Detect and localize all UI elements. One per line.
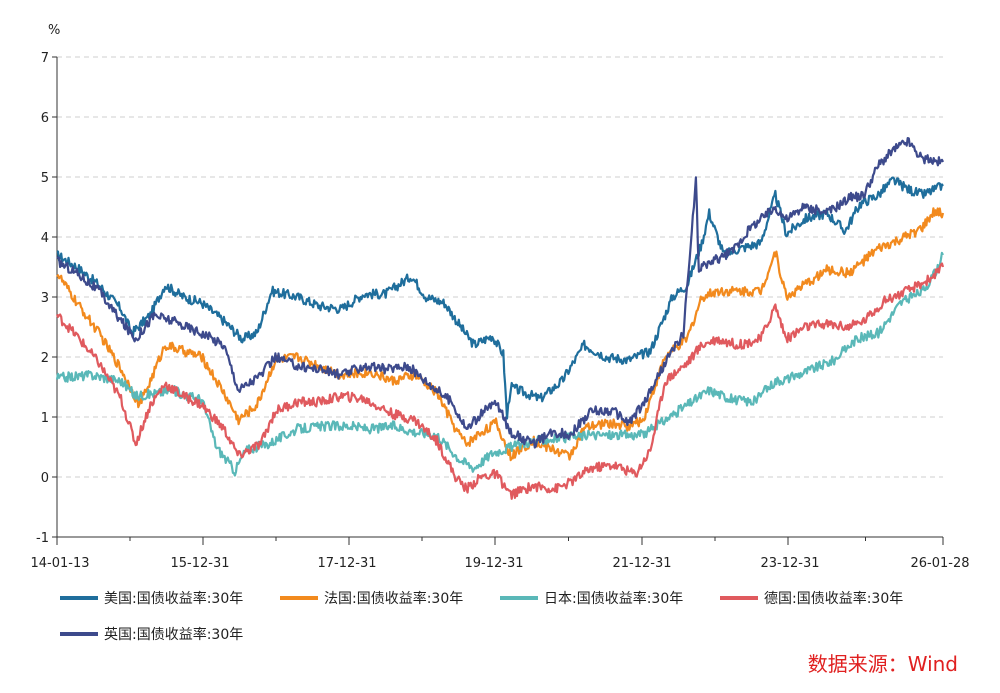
series-line <box>55 262 945 500</box>
y-tick-label: 2 <box>41 351 49 366</box>
legend-label-france: 法国:国债收益率:30年 <box>324 591 464 607</box>
y-tick-label: 1 <box>41 411 49 426</box>
y-tick-label: 3 <box>41 291 49 306</box>
y-unit-label: % <box>48 23 60 38</box>
y-tick-label: 6 <box>41 111 49 126</box>
x-tick-label: 21-12-31 <box>612 556 671 571</box>
legend-swatch-japan <box>500 596 538 600</box>
y-tick-label: 0 <box>41 471 49 486</box>
legend-label-us: 美国:国债收益率:30年 <box>104 591 244 607</box>
legend-swatch-us <box>60 596 98 600</box>
data-source: 数据来源：Wind <box>807 652 958 676</box>
x-tick-label: 26-01-28 <box>910 556 969 571</box>
legend-item-japan: 日本:国债收益率:30年 <box>500 588 720 608</box>
y-tick-label: 7 <box>41 51 49 66</box>
series-line <box>56 137 944 449</box>
legend-item-germany: 德国:国债收益率:30年 <box>720 588 940 608</box>
y-tick-label: -1 <box>36 531 49 546</box>
legend: 美国:国债收益率:30年 法国:国债收益率:30年 日本:国债收益率:30年 德… <box>60 580 960 652</box>
yield-chart: -1 0 1 2 3 4 5 6 7% 14-01-13 15-12-31 17-12-31 19-12… <box>30 23 969 571</box>
legend-label-japan: 日本:国债收益率:30年 <box>544 591 684 607</box>
legend-swatch-uk <box>60 632 98 636</box>
x-tick-label: 23-12-31 <box>760 556 819 571</box>
legend-item-us: 美国:国债收益率:30年 <box>60 588 280 608</box>
y-tick-label: 4 <box>41 231 49 246</box>
legend-swatch-france <box>280 596 318 600</box>
y-tick-label: 5 <box>41 171 49 186</box>
series-line <box>56 176 944 420</box>
legend-label-germany: 德国:国债收益率:30年 <box>764 591 904 607</box>
legend-row-2: 英国:国债收益率:30年 <box>60 616 960 652</box>
x-tick-label: 15-12-31 <box>170 556 229 571</box>
series-line <box>55 251 944 477</box>
x-tick-label: 19-12-31 <box>464 556 523 571</box>
series-line <box>56 207 945 462</box>
legend-item-uk: 英国:国债收益率:30年 <box>60 624 280 644</box>
legend-row-1: 美国:国债收益率:30年 法国:国债收益率:30年 日本:国债收益率:30年 德… <box>60 580 960 616</box>
legend-label-uk: 英国:国债收益率:30年 <box>104 627 244 643</box>
x-tick-label: 17-12-31 <box>317 556 376 571</box>
legend-item-france: 法国:国债收益率:30年 <box>280 588 500 608</box>
x-tick-label: 14-01-13 <box>30 556 89 571</box>
legend-swatch-germany <box>720 596 758 600</box>
